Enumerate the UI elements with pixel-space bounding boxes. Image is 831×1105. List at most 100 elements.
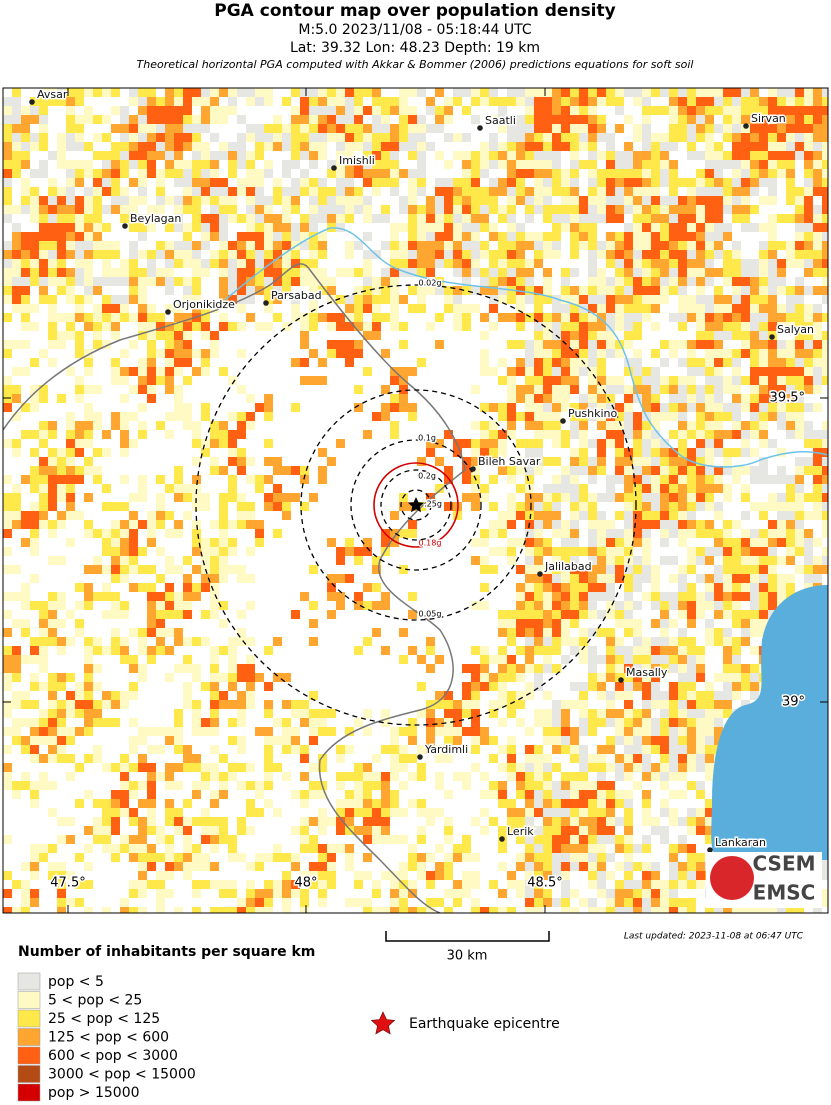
population-cell: [372, 781, 381, 790]
population-cell: [201, 331, 210, 340]
population-cell: [606, 718, 615, 727]
population-cell: [309, 286, 318, 295]
population-cell: [165, 196, 174, 205]
population-cell: [120, 538, 129, 547]
population-cell: [174, 808, 183, 817]
population-cell: [21, 115, 30, 124]
population-cell: [642, 682, 651, 691]
population-cell: [579, 565, 588, 574]
population-cell: [84, 349, 93, 358]
population-cell: [606, 817, 615, 826]
population-cell: [732, 322, 741, 331]
population-cell: [786, 484, 795, 493]
population-cell: [444, 250, 453, 259]
population-cell: [750, 421, 759, 430]
population-cell: [633, 637, 642, 646]
population-cell: [750, 142, 759, 151]
population-cell: [138, 781, 147, 790]
population-cell: [300, 142, 309, 151]
population-cell: [300, 844, 309, 853]
population-cell: [156, 187, 165, 196]
population-cell: [615, 448, 624, 457]
population-cell: [426, 97, 435, 106]
population-cell: [426, 709, 435, 718]
population-cell: [282, 718, 291, 727]
population-cell: [678, 295, 687, 304]
population-cell: [291, 115, 300, 124]
population-cell: [696, 646, 705, 655]
population-cell: [786, 547, 795, 556]
population-cell: [786, 385, 795, 394]
population-cell: [597, 826, 606, 835]
population-cell: [507, 169, 516, 178]
population-cell: [489, 673, 498, 682]
population-cell: [705, 592, 714, 601]
population-cell: [201, 547, 210, 556]
population-cell: [201, 124, 210, 133]
population-cell: [129, 214, 138, 223]
population-cell: [120, 115, 129, 124]
population-cell: [48, 214, 57, 223]
population-cell: [651, 304, 660, 313]
population-cell: [93, 385, 102, 394]
population-cell: [678, 439, 687, 448]
population-cell: [777, 583, 786, 592]
population-cell: [273, 259, 282, 268]
population-cell: [174, 196, 183, 205]
population-cell: [120, 844, 129, 853]
population-cell: [732, 448, 741, 457]
population-cell: [435, 439, 444, 448]
population-cell: [768, 223, 777, 232]
population-cell: [30, 538, 39, 547]
population-cell: [327, 187, 336, 196]
population-cell: [264, 304, 273, 313]
population-cell: [219, 214, 228, 223]
population-cell: [534, 241, 543, 250]
population-cell: [597, 799, 606, 808]
population-cell: [759, 583, 768, 592]
population-cell: [30, 133, 39, 142]
population-cell: [696, 655, 705, 664]
population-cell: [714, 448, 723, 457]
population-cell: [102, 160, 111, 169]
population-cell: [480, 160, 489, 169]
population-cell: [444, 115, 453, 124]
population-cell: [543, 628, 552, 637]
population-cell: [102, 538, 111, 547]
population-cell: [309, 817, 318, 826]
population-cell: [255, 187, 264, 196]
population-cell: [597, 295, 606, 304]
population-cell: [624, 259, 633, 268]
population-cell: [39, 466, 48, 475]
population-cell: [462, 151, 471, 160]
population-cell: [606, 376, 615, 385]
population-cell: [597, 367, 606, 376]
population-cell: [660, 718, 669, 727]
population-cell: [363, 709, 372, 718]
population-cell: [660, 196, 669, 205]
population-cell: [444, 232, 453, 241]
population-cell: [552, 349, 561, 358]
population-cell: [282, 466, 291, 475]
population-cell: [75, 853, 84, 862]
population-cell: [507, 754, 516, 763]
population-cell: [174, 277, 183, 286]
population-cell: [606, 142, 615, 151]
population-cell: [786, 106, 795, 115]
population-cell: [714, 295, 723, 304]
population-cell: [498, 295, 507, 304]
population-cell: [624, 538, 633, 547]
population-cell: [471, 484, 480, 493]
population-cell: [768, 196, 777, 205]
population-cell: [417, 772, 426, 781]
population-cell: [561, 367, 570, 376]
population-cell: [3, 169, 12, 178]
population-cell: [111, 169, 120, 178]
population-cell: [48, 259, 57, 268]
population-cell: [651, 583, 660, 592]
population-cell: [3, 196, 12, 205]
population-cell: [417, 799, 426, 808]
population-cell: [21, 277, 30, 286]
population-cell: [147, 394, 156, 403]
